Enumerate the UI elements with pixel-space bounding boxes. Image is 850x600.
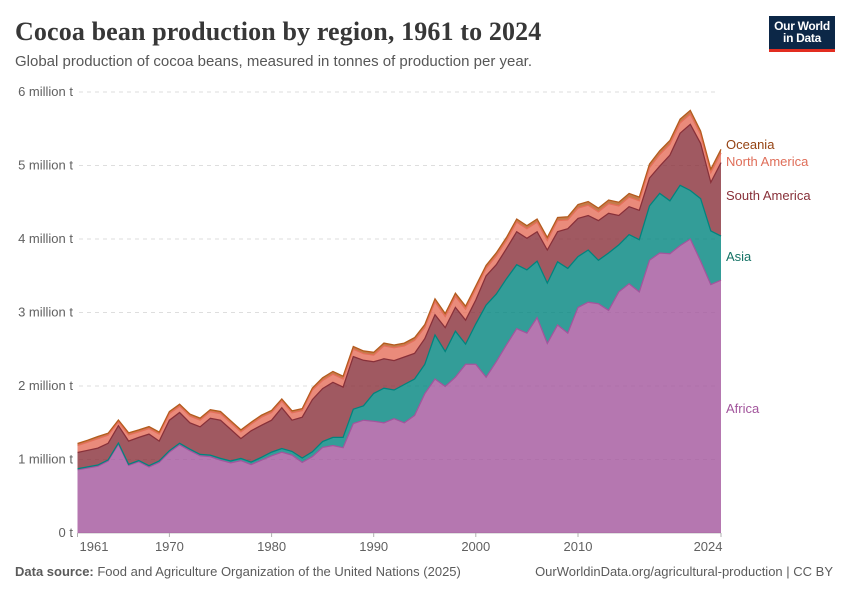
svg-text:2024: 2024 [694,539,723,554]
svg-text:5 million t: 5 million t [18,158,73,173]
svg-text:6 million t: 6 million t [18,84,73,99]
svg-text:1990: 1990 [359,539,388,554]
svg-text:1970: 1970 [155,539,184,554]
svg-text:Africa: Africa [726,401,760,416]
svg-text:Oceania: Oceania [726,137,775,152]
svg-text:South America: South America [726,188,811,203]
svg-text:2010: 2010 [564,539,593,554]
svg-text:0 t: 0 t [59,525,74,540]
svg-text:2000: 2000 [461,539,490,554]
svg-text:1980: 1980 [257,539,286,554]
svg-text:1 million t: 1 million t [18,452,73,467]
svg-text:North America: North America [726,154,809,169]
svg-text:4 million t: 4 million t [18,231,73,246]
svg-text:3 million t: 3 million t [18,305,73,320]
svg-text:Asia: Asia [726,249,752,264]
svg-text:2 million t: 2 million t [18,378,73,393]
svg-text:1961: 1961 [80,539,109,554]
